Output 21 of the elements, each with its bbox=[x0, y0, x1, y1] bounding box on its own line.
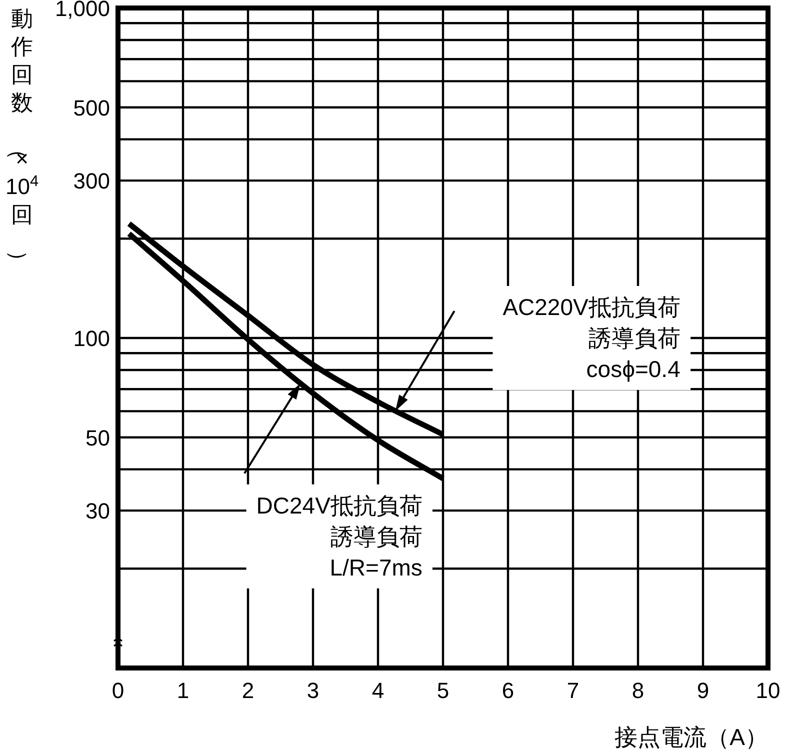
y-tick-label: 300 bbox=[73, 168, 110, 194]
x-tick-label: 2 bbox=[242, 678, 254, 703]
x-tick-label: 1 bbox=[176, 678, 190, 703]
x-tick-label: 4 bbox=[372, 678, 384, 703]
annotation: AC220V抵抗負荷誘導負荷 cosϕ=0.4 bbox=[502, 294, 681, 382]
text: 動作回数（×10$^{4}$回） bbox=[5, 6, 39, 272]
x-axis-title: 接点電流（A） bbox=[614, 724, 768, 750]
x-tick-label: 6 bbox=[502, 678, 514, 703]
x-tick-label: 3 bbox=[306, 678, 320, 703]
x-tick-label: 9 bbox=[696, 678, 710, 703]
y-tick-label: 100 bbox=[73, 326, 110, 351]
x-tick-label: 7 bbox=[566, 678, 580, 703]
y-tick-label: 1,000 bbox=[54, 0, 110, 21]
y-tick-label: 50 bbox=[86, 425, 110, 450]
x-tick-label: 5 bbox=[436, 678, 450, 703]
x-tick-label: 0 bbox=[112, 678, 124, 703]
x-tick-label: 10 bbox=[756, 678, 780, 703]
y-tick-label: 30 bbox=[86, 498, 110, 524]
x-tick-label: 8 bbox=[632, 678, 644, 703]
y-tick-label: 500 bbox=[73, 95, 110, 120]
annotation: DC24V抵抗負荷誘導負荷 L/R=7ms bbox=[256, 492, 422, 580]
